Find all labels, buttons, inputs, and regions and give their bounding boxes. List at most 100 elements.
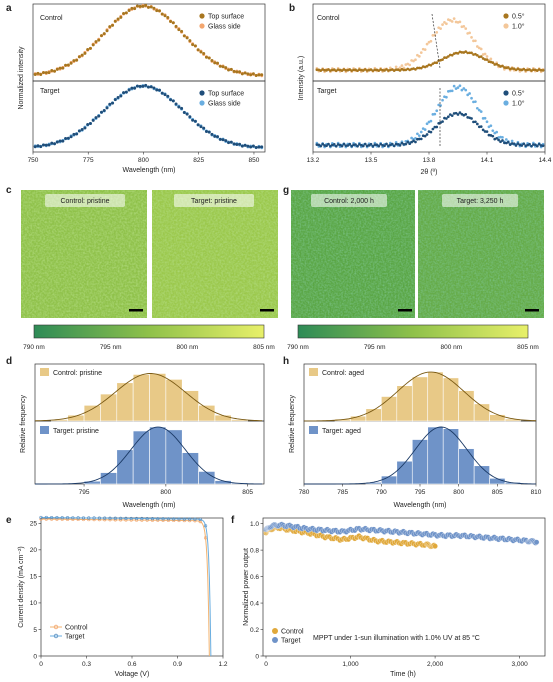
xrd-point-target-05° xyxy=(377,144,381,148)
xrd-point-target-05° xyxy=(533,143,537,147)
jv-point-target xyxy=(39,515,43,520)
pl-point-control-top-surface xyxy=(191,43,195,47)
image-label-box xyxy=(311,194,387,207)
pl-point-target-top-surface xyxy=(94,116,98,120)
xrd-point-target-05° xyxy=(445,117,448,120)
xrd-point-target-10° xyxy=(435,109,439,113)
pl-point-control-top-surface xyxy=(47,71,51,75)
xrd-point-target-05° xyxy=(514,144,518,147)
xrd-point-control-10° xyxy=(443,21,446,24)
pl-point-target-top-surface xyxy=(238,142,242,146)
panel-letter-g: g xyxy=(283,185,289,196)
xrd-point-target-10° xyxy=(429,119,433,123)
pl-point-control-top-surface xyxy=(218,64,222,68)
pl-point-control-top-surface xyxy=(196,48,200,52)
xrd-point-control-05° xyxy=(445,56,448,60)
stability-point-target xyxy=(533,539,540,545)
pl-point-control-top-surface xyxy=(50,68,54,72)
pl-point-control-top-surface xyxy=(99,34,103,38)
xrd-point-control-10° xyxy=(452,17,456,20)
xrd-point-control-05° xyxy=(323,68,326,72)
xrd-point-control-05° xyxy=(470,51,473,55)
xrd-point-target-05° xyxy=(535,144,539,148)
panel-e-legend: Control Target xyxy=(50,625,88,641)
pl-point-target-top-surface xyxy=(44,143,48,147)
jv-point-target xyxy=(140,516,144,521)
pl-point-control-top-surface xyxy=(260,73,264,77)
xrd-point-target-05° xyxy=(510,142,514,145)
jv-point-target xyxy=(177,517,181,521)
xrd-point-target-05° xyxy=(419,137,423,141)
pl-point-target-top-surface xyxy=(41,143,45,147)
legend-target-aged: Target: aged xyxy=(322,428,361,435)
pl-point-control-top-surface xyxy=(119,15,123,19)
xrd-point-target-05° xyxy=(491,134,495,138)
jv-point-target xyxy=(103,516,107,520)
panel-e-xtick-label: 0.9 xyxy=(173,661,182,668)
xrd-point-target-05° xyxy=(371,144,375,148)
xrd-point-target-05° xyxy=(495,136,499,140)
pl-point-target-top-surface xyxy=(58,139,62,143)
xrd-point-target-05° xyxy=(361,144,365,148)
pl-point-target-top-surface xyxy=(254,146,258,150)
panel-e-xlabel: Voltage (V) xyxy=(115,671,150,678)
legend-marker-target xyxy=(53,633,59,639)
xrd-point-control-10° xyxy=(441,23,444,26)
jv-point-target xyxy=(60,516,64,520)
xrd-point-target-10° xyxy=(433,112,437,116)
image-control-2000h xyxy=(291,190,415,318)
xrd-point-target-10° xyxy=(419,130,423,134)
panel-letter-f: f xyxy=(231,515,235,526)
panel-f-xtick-label: 1,000 xyxy=(342,661,359,668)
xrd-point-control-10° xyxy=(439,27,442,30)
jv-point-target xyxy=(150,517,155,521)
jv-point-target xyxy=(145,516,149,521)
legend-10-target: 1.0° xyxy=(512,100,525,108)
panel-h-xtick-label: 805 xyxy=(492,489,503,496)
panel-b-xtick-label: 14.1 xyxy=(481,157,494,164)
pl-point-control-top-surface xyxy=(55,67,59,71)
panel-a: Control Target Top surface Glass side To… xyxy=(18,3,266,174)
xrd-point-control-05° xyxy=(315,68,319,72)
image-target-3250h xyxy=(418,190,544,318)
legend-marker-control xyxy=(53,624,59,630)
xrd-point-target-10° xyxy=(501,135,504,139)
pl-point-control-top-surface xyxy=(160,12,164,16)
pl-point-control-top-surface xyxy=(58,66,62,70)
xrd-point-control-05° xyxy=(541,69,545,72)
jv-point-target xyxy=(97,516,101,520)
pl-point-target-top-surface xyxy=(188,115,192,119)
xrd-point-target-05° xyxy=(367,144,371,147)
jv-point-target xyxy=(92,516,96,520)
xrd-point-target-05° xyxy=(392,144,396,148)
xrd-point-control-10° xyxy=(474,39,477,43)
legend-marker-top-surface-target xyxy=(199,90,205,96)
xrd-point-target-05° xyxy=(520,144,524,147)
pl-point-control-top-surface xyxy=(44,71,48,75)
pl-point-control-top-surface xyxy=(122,12,126,16)
jv-point-target xyxy=(188,517,192,521)
pl-point-control-top-surface xyxy=(105,29,109,33)
histogram-bar xyxy=(214,414,232,422)
gaussian-fit-curve xyxy=(34,373,263,422)
image-label-control-pristine: Control: pristine xyxy=(60,198,109,205)
panel-a-xtick-label: 750 xyxy=(28,157,39,164)
jv-point-target xyxy=(182,517,186,521)
panel-e-xtick-label: 0 xyxy=(39,661,43,668)
pl-point-target-top-surface xyxy=(39,145,43,149)
panel-b-ylabel: Intensity (a.u.) xyxy=(298,56,305,100)
pl-point-control-top-surface xyxy=(166,16,170,20)
xrd-point-control-05° xyxy=(425,64,429,68)
panel-f-ytick-label: 0 xyxy=(255,653,259,660)
legend-05-control: 0.5° xyxy=(512,13,525,21)
xrd-point-target-10° xyxy=(477,108,481,112)
gaussian-fit-curve xyxy=(304,426,537,485)
legend-marker-glass-side-target xyxy=(199,100,205,106)
xrd-point-target-05° xyxy=(454,111,458,115)
image-label-box xyxy=(442,194,518,207)
panel-b-legend-top: 0.5° 1.0° xyxy=(503,13,525,31)
panel-e-ytick-label: 10 xyxy=(30,600,38,607)
pl-point-target-top-surface xyxy=(185,112,189,116)
histogram-bar xyxy=(165,429,183,485)
xrd-point-control-10° xyxy=(412,59,415,63)
